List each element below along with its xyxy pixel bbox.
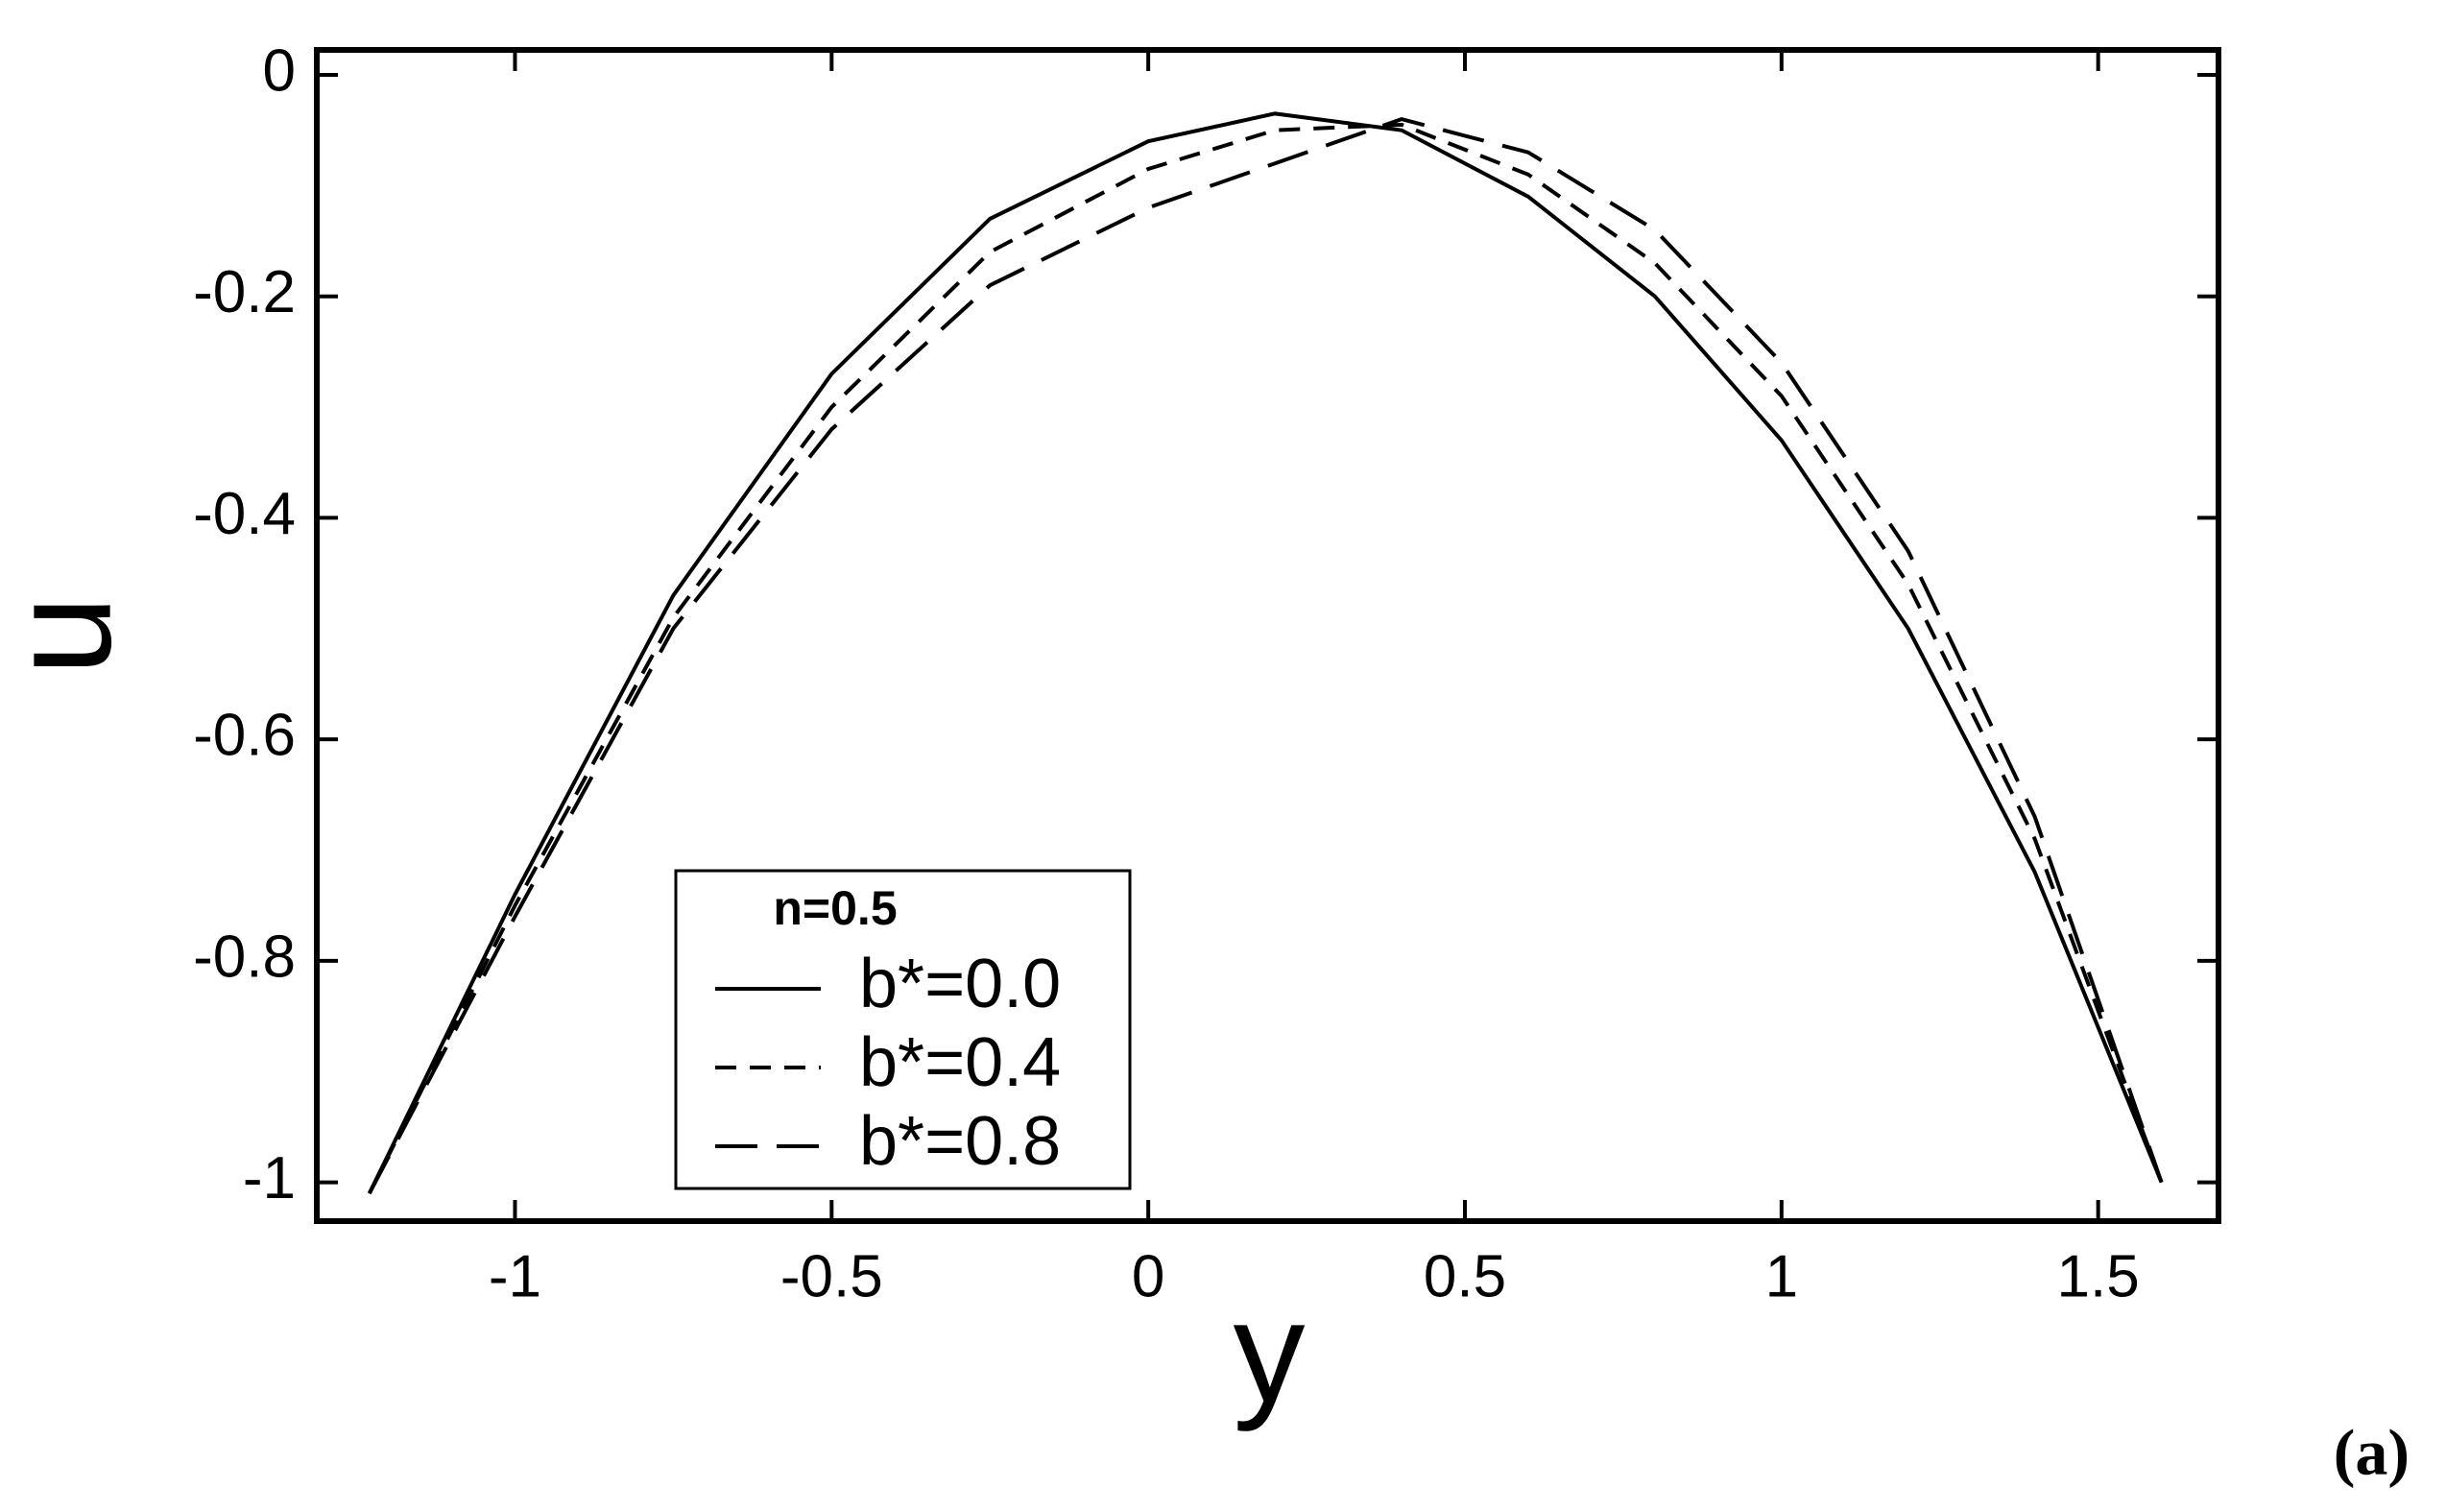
x-tick-label: 0.5 (1424, 1243, 1506, 1309)
y-tick-label: -0.4 (193, 481, 296, 547)
line-series (367, 111, 2164, 1195)
panel-label: (a) (2334, 1416, 2410, 1489)
plot-frame (314, 47, 2221, 1224)
x-tick-label: 0 (1132, 1243, 1164, 1309)
y-tick-label: -1 (243, 1145, 296, 1212)
y-tick-label: -0.8 (193, 924, 296, 990)
x-tick-label: -0.5 (780, 1243, 883, 1309)
x-tick-label: 1 (1765, 1243, 1798, 1309)
x-tick-label: 1.5 (2057, 1243, 2140, 1309)
line-series (367, 117, 2164, 1195)
legend-label: b*=0.4 (859, 1024, 1061, 1101)
line-series (367, 122, 2164, 1195)
y-tick-label: -0.2 (193, 259, 296, 325)
y-axis-label: u (0, 595, 141, 675)
x-axis-label: y (1234, 1271, 1306, 1432)
legend-label: b*=0.8 (859, 1103, 1061, 1180)
legend-title: n=0.5 (773, 881, 897, 935)
x-tick-label: -1 (489, 1243, 541, 1309)
y-tick-label: 0 (263, 37, 296, 104)
legend-box (674, 869, 1132, 1190)
y-tick-label: -0.6 (193, 703, 296, 769)
legend-label: b*=0.0 (859, 946, 1061, 1022)
